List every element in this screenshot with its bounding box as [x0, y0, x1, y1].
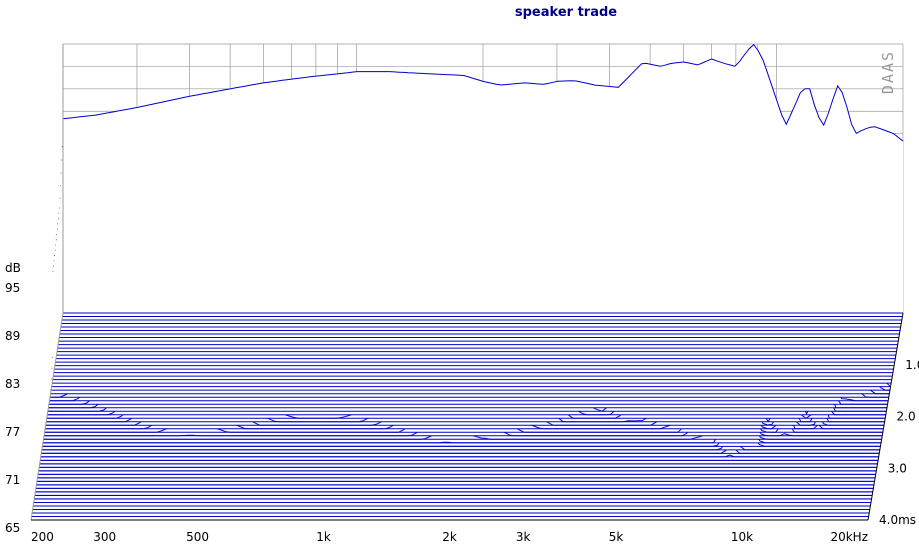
- x-tick-label: 20kHz: [830, 530, 868, 544]
- y-tick-label: 83: [5, 377, 20, 391]
- x-tick-label: 2k: [442, 530, 457, 544]
- axes: [30, 44, 904, 521]
- y-axis-unit: dB: [5, 261, 21, 275]
- y-tick-label: 71: [5, 473, 20, 487]
- y-tick-label: 95: [5, 281, 20, 295]
- right-depth-edge: [867, 312, 904, 521]
- left-depth-edge: [30, 312, 64, 521]
- x-tick-label: 200: [31, 530, 54, 544]
- y-tick-label: 89: [5, 329, 20, 343]
- slice-fill: [63, 44, 903, 313]
- time-tick-label: 1.0: [905, 358, 919, 372]
- x-tick-label: 5k: [609, 530, 624, 544]
- x-tick-label: 10k: [731, 530, 753, 544]
- y-tick-label: 65: [5, 521, 20, 535]
- brand-watermark: DAAS: [879, 50, 897, 94]
- time-tick-label: 3.0: [888, 461, 907, 475]
- tick-labels: 200 300 500 1k 2k 3k 5k 10k 20kHz dB 95 89 83 77 71 65 1…: [5, 261, 919, 544]
- decay-traces: [31, 43, 904, 521]
- decay-slice-line: [62, 43, 904, 142]
- chart-title: speaker trade: [515, 5, 617, 20]
- x-tick-label: 500: [186, 530, 209, 544]
- time-tick-label: 4.0ms: [879, 513, 916, 527]
- x-tick-label: 3k: [516, 530, 531, 544]
- x-tick-label: 1k: [316, 530, 331, 544]
- x-tick-label: 300: [93, 530, 116, 544]
- y-tick-label: 77: [5, 425, 20, 439]
- time-tick-label: 2.0: [897, 410, 916, 424]
